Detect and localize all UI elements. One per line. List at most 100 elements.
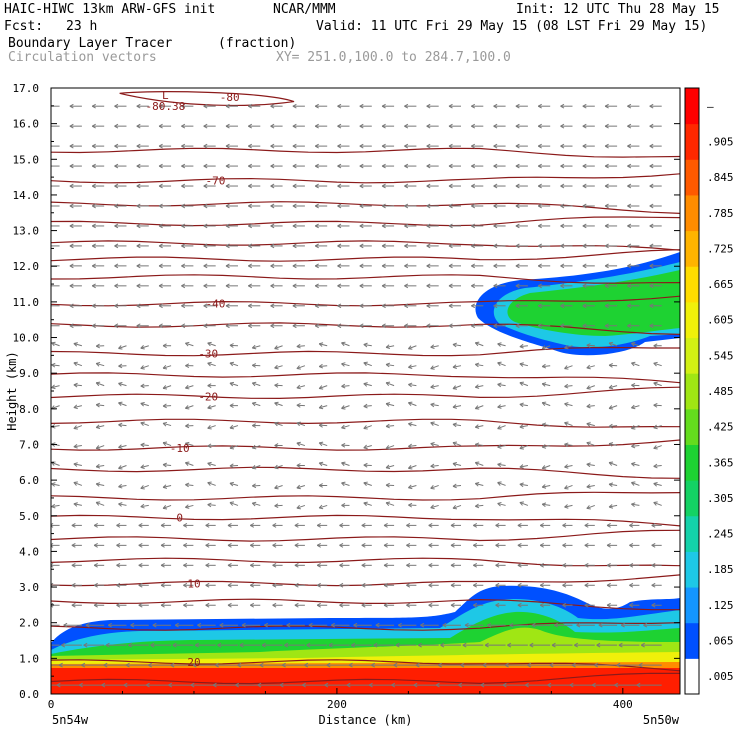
y-tick-label: 5.0 <box>19 510 39 523</box>
vector-arrow <box>458 682 484 688</box>
vector-arrow <box>426 323 439 329</box>
vector-arrow <box>426 223 439 229</box>
vector-arrow <box>251 344 261 350</box>
vector-arrow <box>515 303 528 309</box>
vector-arrow <box>205 523 216 528</box>
vector-arrow <box>638 662 662 668</box>
vector-arrow <box>591 682 618 688</box>
vector-arrow <box>448 123 461 129</box>
vector-arrow <box>371 662 395 668</box>
vector-arrow <box>51 323 60 328</box>
vector-arrow <box>493 163 506 169</box>
vector-arrow <box>241 622 261 628</box>
vector-arrow <box>450 562 461 568</box>
vector-arrow <box>653 402 662 408</box>
vector-arrow <box>604 123 618 129</box>
vector-arrow <box>564 484 573 490</box>
vector-arrow <box>502 682 528 688</box>
vector-arrow <box>631 425 640 430</box>
vector-arrow <box>359 123 372 129</box>
vector-arrow <box>250 562 261 568</box>
colorbar-swatch <box>685 480 699 517</box>
vector-arrow <box>495 582 506 588</box>
vector-arrow <box>537 123 551 129</box>
contour-label: -20 <box>198 390 218 403</box>
vector-arrow <box>497 382 506 388</box>
y-tick-label: 6.0 <box>19 474 39 487</box>
vector-arrow <box>140 365 149 370</box>
vector-arrow <box>631 462 640 467</box>
vector-arrow <box>181 123 194 129</box>
vector-arrow <box>183 542 194 548</box>
vector-arrow <box>620 622 640 628</box>
vector-arrow <box>337 103 350 109</box>
temperature-contour <box>51 466 680 479</box>
vector-arrow <box>428 582 439 588</box>
vector-arrow <box>314 203 328 209</box>
vector-arrow <box>118 422 127 428</box>
vector-arrow <box>537 183 551 189</box>
vector-arrow <box>225 103 238 109</box>
vector-arrow <box>306 642 328 648</box>
vector-arrow <box>95 501 105 506</box>
vector-arrow <box>136 203 149 209</box>
vector-arrow <box>473 562 484 568</box>
vector-arrow <box>185 461 194 466</box>
temperature-contour <box>51 322 680 335</box>
vector-arrow <box>73 462 82 467</box>
vector-arrow <box>515 203 528 209</box>
vector-arrow <box>292 143 305 149</box>
vector-arrow <box>270 303 283 309</box>
vector-arrow <box>627 303 640 309</box>
vector-arrow <box>314 283 328 289</box>
vector-arrow <box>649 183 662 189</box>
vector-arrow <box>359 243 372 249</box>
vector-arrow <box>373 642 395 648</box>
vector-arrow <box>185 384 194 390</box>
vector-arrow <box>430 402 439 408</box>
vector-arrow <box>537 283 551 289</box>
colorbar-label: .665 <box>707 278 734 291</box>
upper-plume-green <box>507 270 680 336</box>
fcst-label: Fcst: <box>4 19 44 34</box>
vector-arrow <box>225 163 238 169</box>
vector-arrow <box>359 223 372 229</box>
vector-arrow <box>69 323 82 329</box>
vector-arrow <box>158 103 172 109</box>
vector-arrow <box>560 263 573 269</box>
vector-arrow <box>442 622 461 628</box>
vector-arrow <box>138 562 149 568</box>
vector-arrow <box>181 283 194 289</box>
vector-arrow <box>314 223 328 229</box>
vector-arrow <box>181 243 194 249</box>
vector-arrow <box>316 542 328 548</box>
vector-arrow <box>248 283 261 289</box>
vector-arrow <box>95 424 105 430</box>
colorbar-label: .305 <box>707 492 734 505</box>
vector-arrow <box>515 163 528 169</box>
vector-arrow <box>653 343 662 349</box>
vector-arrow <box>250 523 261 528</box>
vector-arrow <box>140 383 149 389</box>
vector-arrow <box>93 542 105 548</box>
vector-arrow <box>562 562 573 568</box>
vector-arrow <box>61 642 82 648</box>
y-tick-label: 11.0 <box>13 296 40 309</box>
vector-arrow <box>452 504 462 510</box>
colorbar-label: .845 <box>707 171 734 184</box>
vector-arrow <box>426 143 439 149</box>
vector-arrow <box>181 263 194 269</box>
vector-arrow <box>537 223 551 229</box>
vector-arrow <box>168 682 194 688</box>
vector-arrow <box>381 223 395 229</box>
vector-arrow <box>270 263 283 269</box>
vector-arrow <box>152 622 172 628</box>
vector-arrow <box>495 542 506 548</box>
vector-arrow <box>473 542 484 548</box>
vector-arrow <box>653 361 662 367</box>
vector-arrow <box>207 481 216 486</box>
vector-arrow <box>69 183 82 189</box>
vector-arrow <box>541 345 551 350</box>
vector-arrow <box>140 401 149 407</box>
vector-arrow <box>586 484 595 489</box>
